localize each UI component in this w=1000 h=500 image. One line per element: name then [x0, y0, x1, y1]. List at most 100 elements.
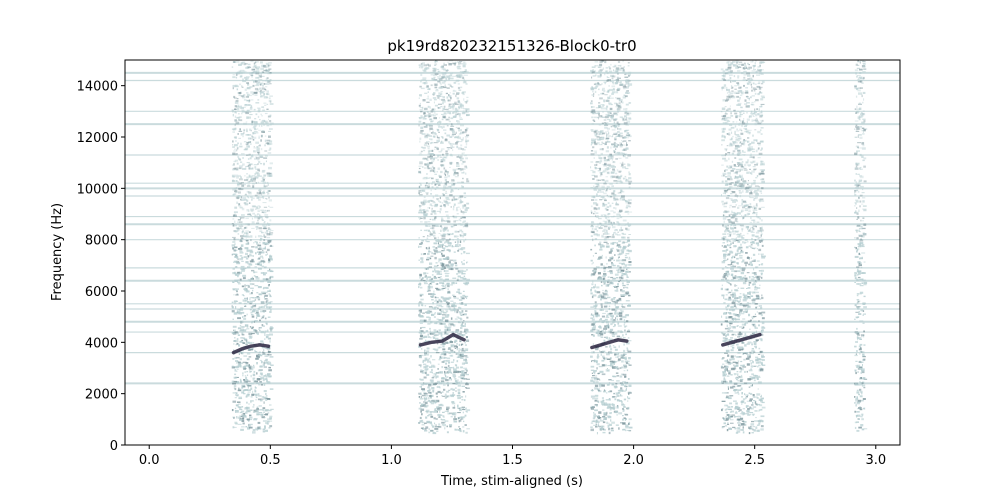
spectral-speck	[609, 312, 613, 315]
spectral-speck	[622, 70, 626, 73]
spectral-speck	[454, 137, 458, 139]
spectral-speck	[421, 370, 425, 371]
spectral-speck	[424, 92, 428, 94]
spectral-speck	[612, 360, 615, 363]
spectral-speck	[438, 117, 440, 119]
spectral-speck	[247, 77, 249, 79]
spectral-speck	[459, 234, 461, 236]
spectral-speck	[433, 201, 436, 203]
spectral-speck	[428, 318, 431, 321]
spectral-speck	[461, 139, 464, 141]
spectral-speck	[269, 356, 274, 358]
spectral-speck	[599, 158, 603, 160]
spectral-speck	[612, 286, 617, 288]
spectral-speck	[612, 325, 615, 328]
spectral-speck	[431, 160, 435, 163]
spectral-speck	[253, 125, 257, 128]
spectral-speck	[262, 179, 265, 181]
spectral-speck	[433, 265, 438, 268]
spectral-speck	[613, 112, 618, 115]
spectral-speck	[232, 358, 235, 360]
spectral-speck	[615, 81, 617, 83]
spectral-speck	[262, 261, 265, 264]
spectral-speck	[235, 360, 238, 362]
spectral-speck	[249, 128, 252, 131]
spectral-speck	[625, 425, 629, 429]
spectral-speck	[239, 340, 243, 343]
spectral-speck	[440, 164, 444, 166]
spectral-speck	[444, 245, 446, 247]
spectral-speck	[263, 157, 268, 159]
spectral-speck	[600, 143, 602, 145]
spectral-speck	[609, 223, 613, 225]
spectral-speck	[607, 213, 611, 215]
spectral-speck	[438, 87, 443, 89]
spectral-speck	[264, 317, 267, 320]
spectral-speck	[264, 355, 268, 357]
spectral-speck	[263, 236, 267, 238]
spectral-speck	[233, 300, 237, 303]
spectral-speck	[247, 386, 249, 389]
spectral-speck	[455, 383, 458, 385]
spectral-speck	[422, 383, 424, 386]
spectral-speck	[430, 380, 434, 383]
spectral-speck	[250, 311, 253, 314]
spectral-speck	[602, 399, 604, 402]
spectral-speck	[419, 378, 421, 381]
spectral-speck	[267, 71, 269, 74]
spectral-speck	[258, 253, 260, 255]
spectral-speck	[621, 232, 624, 235]
spectral-speck	[233, 127, 237, 131]
spectral-speck	[462, 204, 465, 207]
spectral-speck	[439, 356, 441, 358]
spectral-speck	[465, 207, 470, 209]
spectral-speck	[607, 370, 610, 372]
spectral-speck	[447, 220, 451, 223]
spectral-speck	[465, 83, 468, 85]
spectral-speck	[590, 129, 594, 131]
spectral-speck	[604, 318, 608, 321]
spectral-speck	[604, 404, 608, 406]
spectral-speck	[459, 234, 462, 238]
spectral-speck	[265, 121, 269, 124]
spectral-speck	[608, 70, 613, 73]
spectral-speck	[448, 378, 451, 381]
spectral-speck	[617, 65, 621, 67]
spectral-speck	[244, 76, 247, 79]
spectral-speck	[460, 168, 464, 171]
spectral-speck	[242, 374, 244, 377]
spectral-speck	[602, 132, 605, 135]
spectral-speck	[420, 396, 422, 399]
spectral-speck	[611, 75, 616, 78]
spectral-speck	[245, 217, 249, 219]
spectral-speck	[458, 218, 461, 221]
spectral-speck	[431, 207, 433, 210]
spectral-speck	[606, 105, 609, 108]
spectral-speck	[590, 153, 595, 156]
spectral-speck	[603, 336, 606, 338]
spectral-speck	[418, 237, 420, 239]
spectral-speck	[262, 351, 265, 353]
spectral-speck	[615, 410, 619, 413]
spectral-speck	[269, 124, 272, 126]
spectral-speck	[235, 294, 239, 296]
spectral-speck	[263, 69, 268, 71]
spectral-speck	[420, 369, 423, 372]
spectral-speck	[430, 402, 435, 405]
spectral-speck	[429, 155, 433, 158]
spectral-speck	[450, 188, 453, 191]
spectral-speck	[265, 322, 268, 324]
spectral-speck	[261, 131, 265, 133]
spectral-speck	[456, 311, 459, 314]
spectral-speck	[247, 410, 250, 412]
spectral-speck	[436, 301, 439, 304]
spectral-speck	[434, 93, 436, 95]
spectral-speck	[252, 377, 256, 380]
spectral-speck	[258, 268, 262, 270]
spectral-speck	[604, 233, 608, 235]
spectral-speck	[593, 416, 596, 419]
spectral-speck	[238, 118, 240, 121]
spectral-speck	[592, 420, 596, 422]
spectral-speck	[462, 148, 466, 151]
spectral-speck	[419, 293, 424, 296]
